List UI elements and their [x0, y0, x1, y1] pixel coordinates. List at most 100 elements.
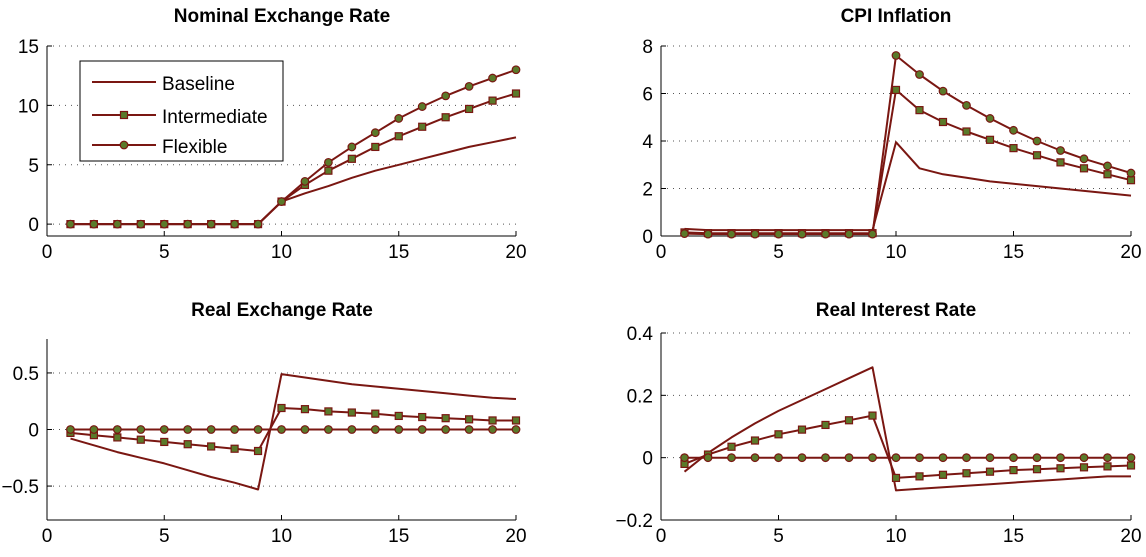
data-point-intermediate — [465, 415, 474, 424]
data-point-flexible — [915, 453, 924, 463]
data-point-intermediate — [1009, 144, 1018, 153]
data-point-flexible — [370, 425, 380, 434]
data-point-intermediate — [371, 409, 380, 418]
data-point-flexible — [750, 453, 760, 463]
x-tick-label: 5 — [773, 242, 784, 263]
data-point-flexible — [183, 219, 193, 229]
data-point-flexible — [464, 425, 474, 434]
data-point-intermediate — [1103, 462, 1112, 471]
data-point-intermediate — [488, 416, 497, 425]
x-tick-label: 0 — [656, 526, 667, 547]
data-point-intermediate — [511, 89, 521, 98]
y-tick-label: −0.5 — [1, 477, 39, 498]
x-tick-label: 0 — [656, 242, 667, 263]
data-point-intermediate — [1032, 151, 1042, 160]
data-point-flexible — [206, 219, 216, 229]
data-point-intermediate — [113, 433, 122, 442]
y-tick-label: 6 — [642, 85, 653, 106]
data-point-flexible — [868, 453, 877, 463]
data-point-flexible — [347, 425, 357, 434]
data-point-flexible — [253, 219, 263, 229]
data-point-flexible — [680, 453, 689, 463]
data-point-flexible — [230, 425, 240, 434]
y-tick-label: 0.2 — [627, 386, 653, 407]
data-point-flexible — [1079, 453, 1089, 463]
y-tick-label: 0 — [28, 421, 39, 442]
data-point-flexible — [277, 425, 286, 434]
data-point-intermediate — [488, 96, 497, 105]
data-point-flexible — [774, 453, 783, 463]
data-point-flexible — [394, 114, 404, 123]
data-point-intermediate — [300, 405, 310, 414]
data-point-intermediate — [324, 407, 333, 416]
panel-title: Nominal Exchange Rate — [174, 6, 390, 27]
data-point-flexible — [441, 425, 451, 434]
data-point-flexible — [89, 425, 99, 434]
data-point-flexible — [417, 102, 427, 111]
data-point-intermediate — [1079, 463, 1089, 472]
data-point-flexible — [985, 453, 995, 463]
data-point-intermediate — [985, 135, 995, 144]
y-tick-label: 0.4 — [627, 324, 654, 345]
data-point-intermediate — [915, 106, 924, 115]
data-point-flexible — [230, 219, 240, 229]
data-point-flexible — [370, 128, 380, 138]
data-point-intermediate — [394, 411, 403, 421]
data-point-flexible — [1056, 146, 1065, 155]
data-point-flexible — [1103, 161, 1112, 171]
data-point-flexible — [253, 425, 263, 434]
data-point-intermediate — [1103, 170, 1112, 179]
data-point-intermediate — [347, 408, 356, 417]
data-point-intermediate — [1032, 465, 1042, 474]
series-line-baseline — [684, 141, 1132, 232]
data-point-flexible — [680, 229, 689, 239]
data-point-flexible — [159, 425, 169, 434]
legend-label-intermediate: Intermediate — [162, 107, 268, 128]
data-point-intermediate — [277, 403, 286, 413]
x-tick-label: 15 — [388, 526, 409, 547]
data-point-flexible — [891, 51, 901, 60]
data-point-intermediate — [1079, 164, 1089, 173]
x-tick-label: 10 — [271, 526, 292, 547]
data-point-flexible — [868, 229, 877, 239]
data-point-flexible — [1056, 453, 1065, 463]
y-tick-label: 0.5 — [13, 364, 39, 385]
data-point-flexible — [844, 229, 854, 239]
data-point-intermediate — [727, 442, 736, 451]
data-point-intermediate — [1126, 176, 1136, 185]
data-point-intermediate — [891, 473, 901, 483]
panel-title: CPI Inflation — [841, 6, 952, 27]
data-point-intermediate — [915, 472, 924, 481]
x-tick-label: 15 — [1003, 526, 1024, 547]
data-point-intermediate — [183, 440, 192, 449]
data-point-flexible — [985, 114, 995, 123]
panel-cpi-inflation: CPI Inflation 0 2 4 6 8 0 5 10 15 20 — [642, 6, 1141, 263]
data-point-flexible — [1079, 154, 1089, 164]
data-point-flexible — [891, 453, 901, 463]
series-line-baseline — [683, 366, 1131, 492]
data-point-flexible — [821, 453, 830, 463]
data-point-flexible — [1009, 453, 1018, 463]
data-point-flexible — [962, 453, 971, 463]
data-point-intermediate — [136, 435, 145, 444]
y-tick-label: 5 — [28, 156, 39, 177]
data-point-flexible — [159, 219, 169, 229]
data-point-flexible — [1103, 453, 1112, 463]
data-point-flexible — [488, 73, 497, 83]
data-point-flexible — [938, 453, 948, 463]
y-tick-label: 2 — [642, 180, 653, 201]
data-point-flexible — [488, 425, 497, 434]
data-point-intermediate — [207, 442, 216, 451]
data-point-flexible — [206, 425, 216, 434]
x-tick-label: 20 — [505, 242, 526, 263]
data-point-flexible — [136, 219, 146, 229]
data-point-flexible — [136, 425, 146, 434]
data-point-intermediate — [253, 446, 263, 456]
x-tick-label: 5 — [159, 242, 170, 263]
data-point-intermediate — [441, 414, 450, 423]
data-point-flexible — [1009, 125, 1018, 135]
data-point-intermediate — [441, 113, 450, 122]
data-point-flexible — [183, 425, 193, 434]
